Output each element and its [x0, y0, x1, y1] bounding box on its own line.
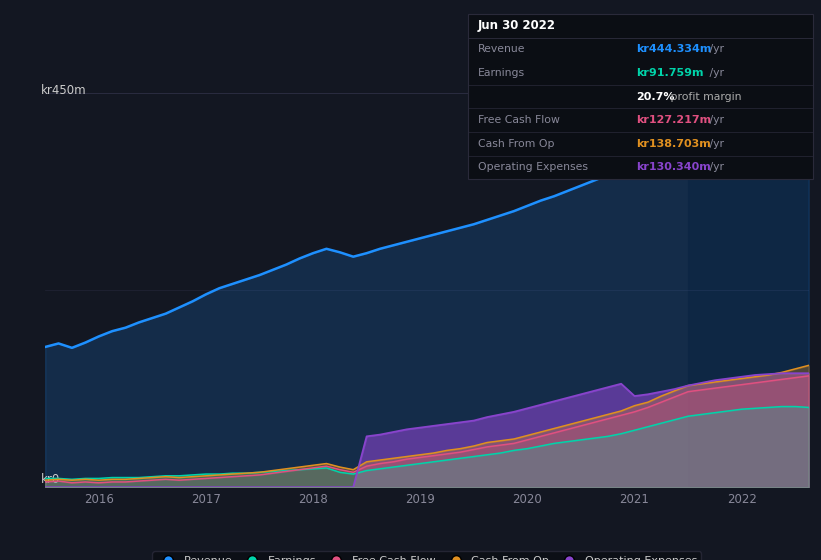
Text: Cash From Op: Cash From Op — [478, 139, 554, 149]
Text: Free Cash Flow: Free Cash Flow — [478, 115, 560, 125]
Text: kr91.759m: kr91.759m — [636, 68, 704, 78]
Text: /yr: /yr — [706, 44, 724, 54]
Text: kr130.340m: kr130.340m — [636, 162, 711, 172]
Text: /yr: /yr — [706, 139, 724, 149]
Bar — [688, 84, 809, 487]
Text: kr450m: kr450m — [41, 84, 87, 97]
Text: /yr: /yr — [706, 115, 724, 125]
Text: 20.7%: 20.7% — [636, 92, 675, 101]
Text: Earnings: Earnings — [478, 68, 525, 78]
Text: /yr: /yr — [706, 68, 724, 78]
Text: profit margin: profit margin — [667, 92, 742, 101]
Text: Jun 30 2022: Jun 30 2022 — [478, 19, 556, 32]
Text: kr0: kr0 — [41, 473, 61, 486]
Text: /yr: /yr — [706, 162, 724, 172]
Text: Operating Expenses: Operating Expenses — [478, 162, 588, 172]
Text: kr444.334m: kr444.334m — [636, 44, 712, 54]
Text: kr138.703m: kr138.703m — [636, 139, 711, 149]
Legend: Revenue, Earnings, Free Cash Flow, Cash From Op, Operating Expenses: Revenue, Earnings, Free Cash Flow, Cash … — [153, 552, 701, 560]
Text: Revenue: Revenue — [478, 44, 525, 54]
Text: kr127.217m: kr127.217m — [636, 115, 712, 125]
